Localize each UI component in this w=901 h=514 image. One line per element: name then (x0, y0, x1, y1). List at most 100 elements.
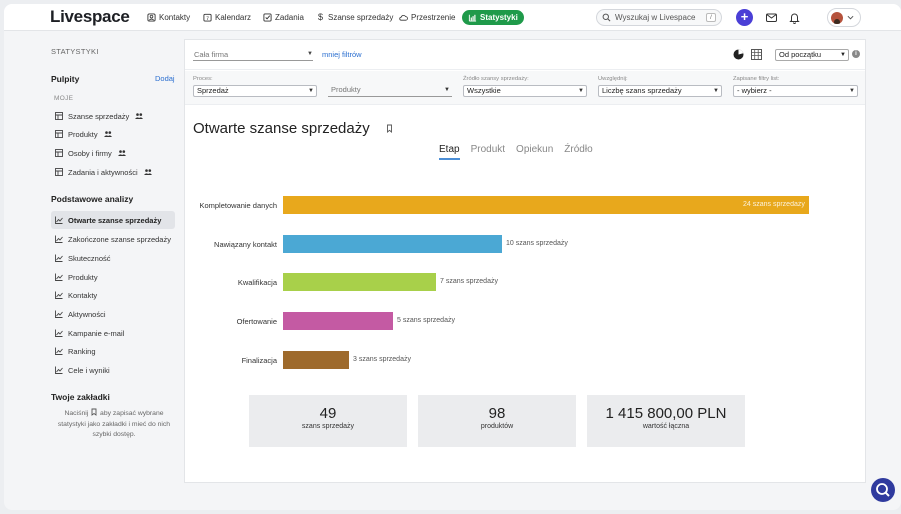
dashboard-icon (55, 112, 63, 120)
period-select-value: Od początku (779, 50, 822, 59)
cloud-icon (399, 14, 408, 21)
stat-products-value: 98 (488, 405, 506, 422)
stat-products-label: produktów (480, 423, 514, 430)
mine-section-label: MOJE (54, 95, 74, 102)
nav-tasks-label: Zadania (275, 13, 304, 22)
nav-deals-label: Szanse sprzedaży (328, 13, 394, 22)
sidebar-item-label: Otwarte szanse sprzedaży (68, 215, 162, 225)
process-select-value: Sprzedaż (197, 86, 229, 95)
bookmark-pin-icon[interactable] (385, 124, 394, 133)
user-menu[interactable] (827, 8, 861, 27)
page-title: Otwarte szanse sprzedaży (193, 120, 370, 137)
bookmarks-note: Naciśnij aby zapisać wybrane statystyki … (50, 408, 178, 441)
add-dashboard-link[interactable]: Dodaj (155, 74, 175, 83)
global-search-input[interactable]: Wyszukaj w Livespace / (596, 9, 722, 26)
nav-calendar-label: Kalendarz (215, 13, 252, 22)
saved-filters-select[interactable]: - wybierz - ▼ (733, 85, 858, 97)
dashboard-icon (55, 168, 63, 176)
sidebar-item-open-deals[interactable]: Otwarte szanse sprzedaży (51, 211, 175, 229)
pie-chart-icon[interactable] (733, 49, 744, 60)
app-logo[interactable]: Livespace (50, 7, 130, 26)
bell-icon[interactable] (788, 11, 801, 24)
company-select[interactable]: Cała firma ▼ (193, 49, 313, 61)
process-label: Proces: (193, 76, 213, 82)
stats-icon (468, 14, 477, 22)
top-navigation: Livespace Kontakty 7 Kalendarz Zadania $… (4, 4, 901, 31)
sidebar-item-goals[interactable]: Cele i wyniki (51, 361, 175, 379)
sidebar-item-label: Cele i wyniki (68, 365, 110, 375)
shared-people-icon (143, 169, 152, 175)
dashboard-icon (55, 149, 63, 157)
nav-calendar[interactable]: 7 Kalendarz (203, 10, 251, 25)
nav-deals[interactable]: $ Szanse sprzedaży (316, 10, 393, 25)
app-window: Livespace Kontakty 7 Kalendarz Zadania $… (4, 4, 901, 510)
sidebar-item-closed-deals[interactable]: Zakończone szanse sprzedaży (51, 230, 175, 248)
company-select-value: Cała firma (194, 50, 229, 59)
nav-contacts[interactable]: Kontakty (147, 10, 190, 25)
line-chart-icon (55, 347, 63, 355)
help-search-button[interactable] (871, 478, 895, 502)
chevron-down-icon: ▼ (444, 87, 450, 93)
sidebar-item-label: Szanse sprzedaży (68, 111, 130, 121)
source-select[interactable]: Wszystkie ▼ (463, 85, 587, 97)
sidebar-item-activities[interactable]: Aktywności (51, 305, 175, 323)
sidebar-item-products[interactable]: Produkty (51, 268, 175, 286)
line-chart-icon (55, 366, 63, 374)
line-chart-icon (55, 329, 63, 337)
chart-category-label: Ofertowanie (236, 317, 277, 327)
consider-label: Uwzględnij: (598, 76, 628, 82)
statistics-panel: Cała firma ▼ mniej filtrów Od początku ▼… (184, 39, 866, 483)
process-select[interactable]: Sprzedaż ▼ (193, 85, 317, 97)
nav-spaces[interactable]: Przestrzenie (399, 10, 455, 25)
stat-card-total-value: 1 415 800,00 PLN wartość łączna (587, 395, 745, 447)
sidebar-item-label: Zadania i aktywności (68, 167, 138, 177)
sidebar-item-dashboard-products[interactable]: Produkty (51, 125, 175, 143)
add-new-button[interactable]: + (736, 9, 753, 26)
sidebar-item-dashboard-people[interactable]: Osoby i firmy (51, 144, 175, 162)
mail-icon[interactable] (765, 11, 778, 24)
tab-stage[interactable]: Etap (439, 144, 460, 160)
chart-category-label: Kwalifikacja (237, 278, 277, 288)
chevron-down-icon (847, 15, 854, 20)
nav-spaces-label: Przestrzenie (411, 13, 456, 22)
chart-category-label: Kompletowanie danych (199, 201, 277, 210)
less-filters-link[interactable]: mniej filtrów (322, 50, 362, 59)
chart-bar[interactable] (283, 273, 436, 292)
statistics-sidebar: STATYSTYKI Pulpity Dodaj MOJE Szanse spr… (4, 32, 184, 510)
chart-value-label: 3 szans sprzedaży (353, 355, 411, 363)
line-chart-icon (55, 291, 63, 299)
tab-owner[interactable]: Opiekun (516, 144, 554, 155)
info-icon[interactable]: i (852, 50, 860, 58)
sidebar-item-dashboard-tasks[interactable]: Zadania i aktywności (51, 163, 175, 181)
search-placeholder: Wyszukaj w Livespace (615, 13, 696, 22)
sidebar-item-effectiveness[interactable]: Skuteczność (51, 249, 175, 267)
sidebar-item-ranking[interactable]: Ranking (51, 342, 175, 360)
sidebar-item-label: Ranking (68, 346, 96, 356)
sidebar-item-email-campaigns[interactable]: Kampanie e-mail (51, 324, 175, 342)
nav-tasks[interactable]: Zadania (263, 10, 304, 25)
tab-source[interactable]: Źródło (564, 144, 593, 155)
consider-select[interactable]: Liczbę szans sprzedaży ▼ (598, 85, 722, 97)
sidebar-item-label: Aktywności (68, 309, 106, 319)
sidebar-item-contacts[interactable]: Kontakty (51, 286, 175, 304)
chart-bar[interactable] (283, 234, 502, 253)
chart-bar[interactable] (283, 312, 393, 331)
sidebar-item-label: Zakończone szanse sprzedaży (68, 234, 171, 244)
products-select[interactable]: Produkty ▼ (328, 85, 452, 97)
nav-statistics[interactable]: Statystyki (462, 10, 524, 25)
contacts-icon (147, 13, 156, 22)
bookmark-pin-icon (91, 408, 97, 416)
tab-product[interactable]: Produkt (470, 144, 506, 155)
avatar (831, 11, 843, 24)
sidebar-item-dashboard-deals[interactable]: Szanse sprzedaży (51, 107, 175, 125)
stat-card-deals: 49 szans sprzedaży (249, 395, 407, 447)
chevron-down-icon: ▼ (578, 88, 584, 94)
table-icon[interactable] (751, 49, 762, 60)
line-chart-icon (55, 273, 63, 281)
chart-bar[interactable] (283, 196, 809, 214)
stat-total-value: 1 415 800,00 PLN (605, 405, 727, 422)
chart-bar[interactable] (283, 350, 349, 369)
period-select[interactable]: Od początku ▼ (775, 49, 849, 61)
sidebar-item-label: Osoby i firmy (68, 148, 112, 158)
tasks-icon (263, 13, 272, 22)
